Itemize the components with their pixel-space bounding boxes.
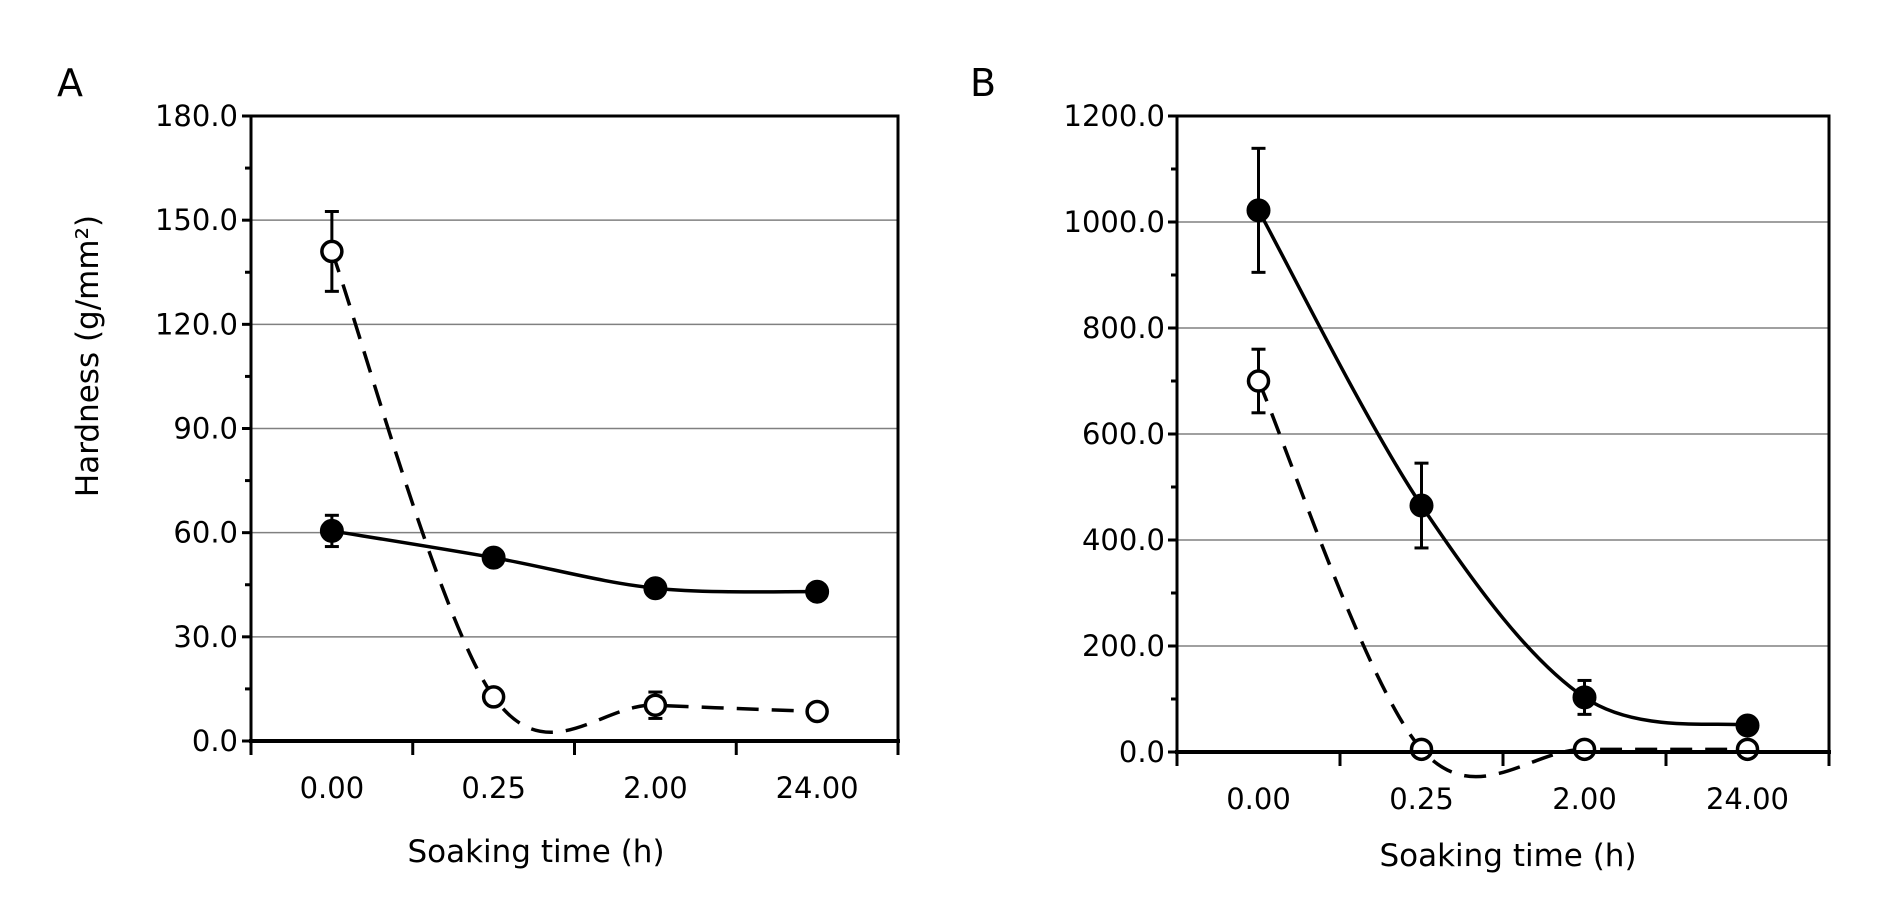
x-tick-label: 24.00 <box>1706 782 1789 816</box>
data-point-filled <box>481 545 506 570</box>
data-point-open <box>481 685 506 709</box>
y-tick-label: 90.0 <box>173 412 238 446</box>
gridlines-b <box>1177 221 1829 647</box>
chart-panel-a: A 0.0 30.0 60.0 90.0 120.0 150.0 180.0 0.00 0.25… <box>57 61 900 870</box>
y-tick-label: 0.0 <box>192 724 238 758</box>
x-axis-title-a: Soaking time (h) <box>407 834 664 870</box>
y-tick-label: 60.0 <box>173 516 238 550</box>
data-point-filled <box>1409 493 1434 518</box>
y-tick-label: 800.0 <box>1082 311 1165 345</box>
data-point-open <box>1572 737 1597 762</box>
axes-b <box>1168 114 1831 766</box>
y-tick-label: 180.0 <box>155 99 238 133</box>
series-line-2 <box>1256 380 1748 779</box>
tick-labels-a: 0.0 30.0 60.0 90.0 120.0 150.0 180.0 0.00 0.25 2.… <box>155 99 859 805</box>
chart-panel-b: B 0.0200.0400.0600.0800.01000.01200.00.0… <box>970 61 1831 874</box>
gridlines-a <box>251 219 898 638</box>
x-tick-label: 24.00 <box>776 771 859 805</box>
data-point-filled <box>1572 685 1597 710</box>
x-tick-label: 0.25 <box>1389 782 1454 816</box>
x-tick-label: 0.00 <box>1226 782 1291 816</box>
series-layer-a <box>319 209 830 734</box>
tick-labels-b: 0.0 200.0 400.0 600.0 800.0 1000.0 1200.0 0.00 0… <box>1064 99 1790 816</box>
x-tick-label: 2.00 <box>623 771 688 805</box>
data-point-open <box>1735 737 1760 762</box>
data-point-open <box>643 693 668 717</box>
panel-label-a: A <box>57 61 83 105</box>
y-tick-label: 400.0 <box>1082 523 1165 557</box>
y-tick-label: 30.0 <box>173 620 238 654</box>
data-point-open <box>1409 737 1434 762</box>
axes-a <box>242 114 900 755</box>
data-point-filled <box>319 518 344 543</box>
x-tick-label: 0.25 <box>461 771 526 805</box>
y-tick-label: 0.0 <box>1119 735 1165 769</box>
data-point-filled <box>643 576 668 601</box>
y-tick-label: 200.0 <box>1082 629 1165 663</box>
series-line-1 <box>1256 209 1748 728</box>
y-axis-title-a: Hardness (g/mm²) <box>70 215 106 497</box>
y-tick-label: 1000.0 <box>1064 205 1165 239</box>
y-tick-label: 1200.0 <box>1064 99 1165 133</box>
y-tick-label: 600.0 <box>1082 417 1165 451</box>
x-tick-label: 2.00 <box>1552 782 1617 816</box>
y-tick-label: 120.0 <box>155 307 238 341</box>
series-line-2 <box>330 250 818 734</box>
series-line-1 <box>331 529 818 594</box>
data-point-filled <box>1246 198 1271 223</box>
data-point-open <box>1246 369 1271 393</box>
data-point-open <box>320 239 344 264</box>
panel-label-b: B <box>970 61 996 105</box>
data-point-filled <box>1735 713 1760 738</box>
series-layer-b <box>1246 146 1760 779</box>
x-tick-label: 0.00 <box>300 771 365 805</box>
x-axis-title-b: Soaking time (h) <box>1379 838 1636 874</box>
data-point-open <box>805 699 829 724</box>
y-tick-label: 150.0 <box>155 203 238 237</box>
data-point-filled <box>805 579 830 604</box>
